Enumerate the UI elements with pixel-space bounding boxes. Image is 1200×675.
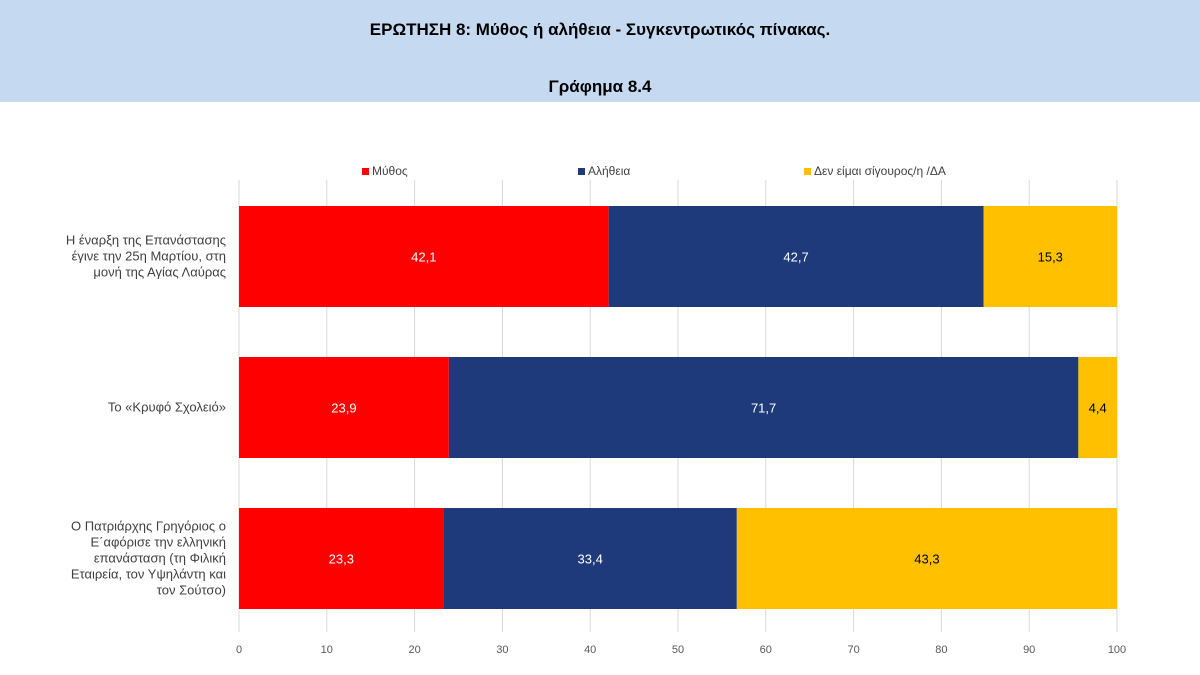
category-label: μονή της Αγίας Λαύρας <box>93 265 226 280</box>
data-label: 42,7 <box>783 250 808 265</box>
category-label: Το «Κρυφό Σχολειό» <box>108 400 226 415</box>
header-banner: ΕΡΩΤΗΣΗ 8: Μύθος ή αλήθεια - Συγκεντρωτι… <box>0 0 1200 102</box>
legend-swatch <box>804 168 811 175</box>
x-tick-label: 80 <box>935 644 947 656</box>
data-label: 71,7 <box>751 401 776 416</box>
x-tick-label: 60 <box>760 644 772 656</box>
bar-segment <box>1078 357 1117 458</box>
category-label: έγινε την 25η Μαρτίου, στη <box>72 249 226 264</box>
category-label: Ε΄αφόρισε την ελληνική <box>90 535 226 550</box>
data-label: 43,3 <box>914 552 939 567</box>
legend-label: Μύθος <box>372 164 408 178</box>
legend-swatch <box>362 168 369 175</box>
category-label: Η έναρξη της Επανάστασης <box>66 233 226 248</box>
bar-segment <box>448 357 1079 458</box>
chart-subtitle: Γράφημα 8.4 <box>548 77 652 96</box>
x-tick-label: 30 <box>496 644 508 656</box>
data-label: 42,1 <box>411 250 436 265</box>
x-tick-label: 20 <box>408 644 420 656</box>
bar-segment <box>608 206 984 307</box>
x-tick-label: 0 <box>236 644 242 656</box>
category-label: Ο Πατριάρχης Γρηγόριος ο <box>71 519 226 534</box>
bar-segment <box>239 206 609 307</box>
x-tick-label: 100 <box>1108 644 1126 656</box>
x-tick-label: 10 <box>321 644 333 656</box>
data-label: 23,3 <box>329 552 354 567</box>
legend-label: Δεν είμαι σίγουρος/η /ΔΑ <box>814 164 946 178</box>
x-tick-label: 50 <box>672 644 684 656</box>
legend-swatch <box>578 168 585 175</box>
data-label: 4,4 <box>1089 401 1107 416</box>
bar-segment <box>736 508 1117 609</box>
legend-label: Αλήθεια <box>588 164 630 178</box>
x-tick-label: 90 <box>1023 644 1035 656</box>
data-label: 15,3 <box>1038 250 1063 265</box>
bar-segment <box>239 357 449 458</box>
page-title: ΕΡΩΤΗΣΗ 8: Μύθος ή αλήθεια - Συγκεντρωτι… <box>369 20 831 39</box>
x-tick-label: 40 <box>584 644 596 656</box>
data-label: 23,9 <box>331 401 356 416</box>
bar-segment <box>443 508 737 609</box>
data-label: 33,4 <box>578 552 603 567</box>
bar-segment <box>983 206 1117 307</box>
category-label: τον Σούτσο) <box>157 583 226 598</box>
category-label: Εταιρεία, τον Υψηλάντη και <box>71 567 226 582</box>
category-label: επανάσταση (τη Φιλική <box>94 551 226 566</box>
bar-segment <box>239 508 444 609</box>
x-tick-label: 70 <box>847 644 859 656</box>
